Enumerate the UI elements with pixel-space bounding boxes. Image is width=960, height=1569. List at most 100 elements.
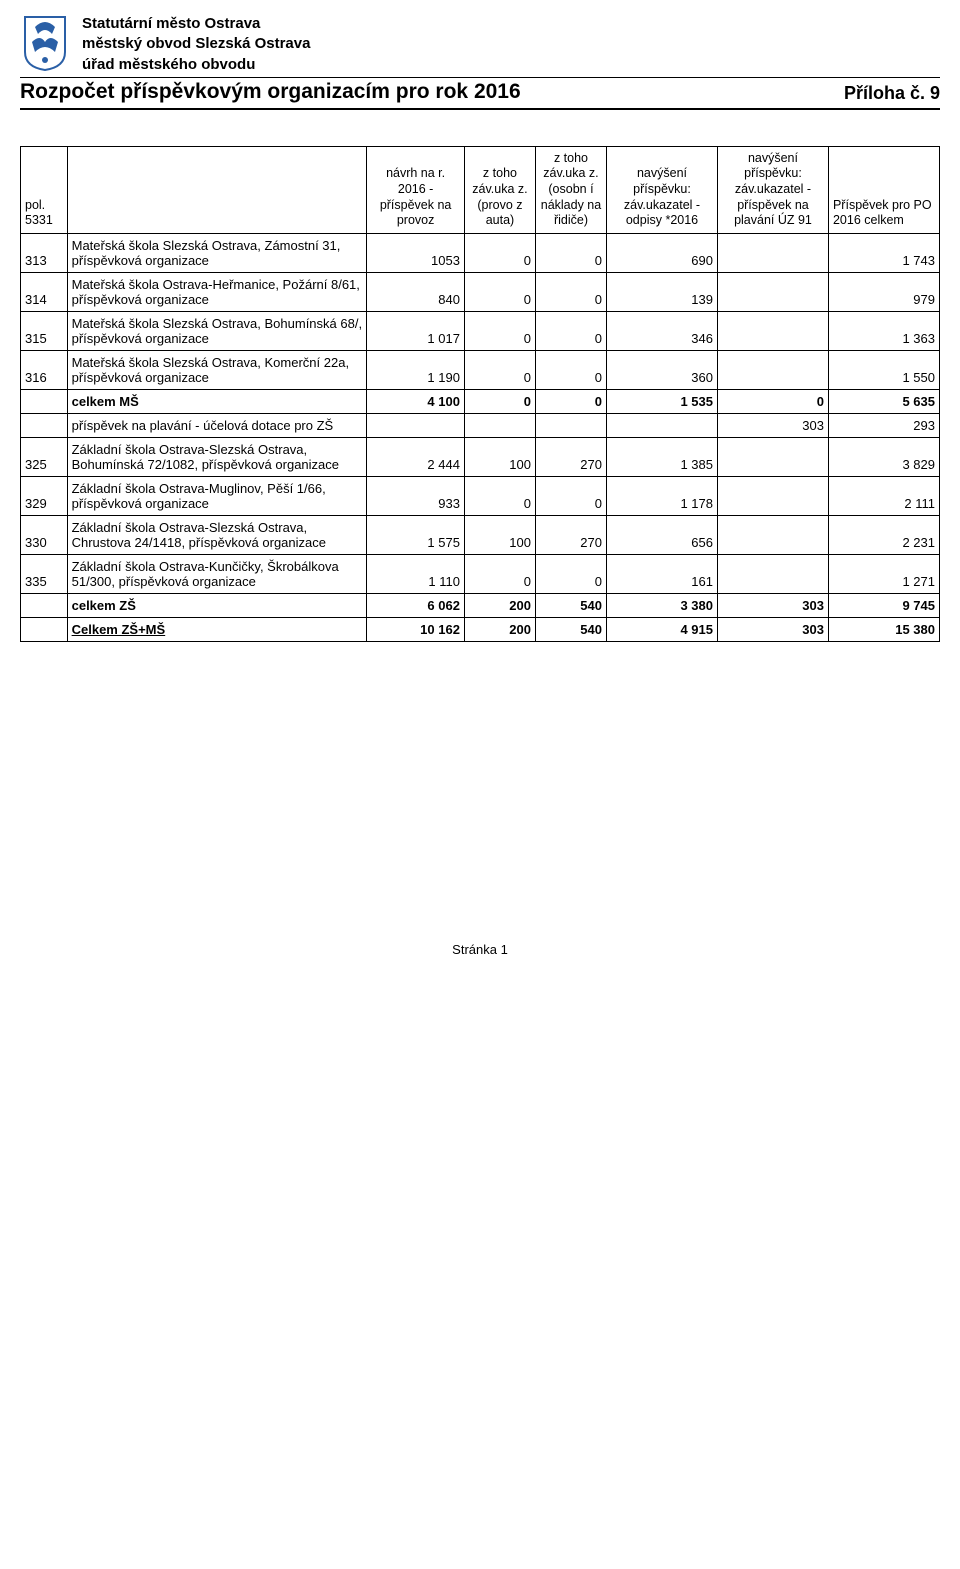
cell-value bbox=[717, 311, 828, 350]
table-row: 325Základní škola Ostrava-Slezská Ostrav… bbox=[21, 437, 940, 476]
cell-value bbox=[717, 272, 828, 311]
city-logo bbox=[20, 12, 70, 72]
cell-desc: celkem MŠ bbox=[67, 389, 367, 413]
header-district: městský obvod Slezská Ostrava bbox=[82, 34, 310, 54]
cell-value: 0 bbox=[464, 389, 535, 413]
cell-value: 1 363 bbox=[828, 311, 939, 350]
page: Statutární město Ostrava městský obvod S… bbox=[0, 0, 960, 997]
cell-id bbox=[21, 413, 68, 437]
cell-value bbox=[717, 350, 828, 389]
cell-value: 1 743 bbox=[828, 233, 939, 272]
cell-value: 6 062 bbox=[367, 593, 465, 617]
cell-desc: Celkem ZŠ+MŠ bbox=[67, 617, 367, 641]
budget-table: pol. 5331 návrh na r. 2016 - příspěvek n… bbox=[20, 146, 940, 642]
cell-id: 329 bbox=[21, 476, 68, 515]
cell-value: 0 bbox=[535, 554, 606, 593]
cell-value: 0 bbox=[535, 476, 606, 515]
cell-id: 316 bbox=[21, 350, 68, 389]
cell-desc: Základní škola Ostrava-Muglinov, Pěší 1/… bbox=[67, 476, 367, 515]
cell-value: 1 575 bbox=[367, 515, 465, 554]
cell-value: 139 bbox=[607, 272, 718, 311]
cell-value: 1 110 bbox=[367, 554, 465, 593]
cell-value: 0 bbox=[464, 476, 535, 515]
cell-value bbox=[717, 554, 828, 593]
cell-value bbox=[717, 476, 828, 515]
attachment-label: Příloha č. 9 bbox=[844, 83, 940, 104]
cell-value: 200 bbox=[464, 593, 535, 617]
table-row: 316Mateřská škola Slezská Ostrava, Komer… bbox=[21, 350, 940, 389]
cell-value: 0 bbox=[535, 350, 606, 389]
cell-desc: Mateřská škola Slezská Ostrava, Bohumíns… bbox=[67, 311, 367, 350]
cell-value: 540 bbox=[535, 593, 606, 617]
col-total: Příspěvek pro PO 2016 celkem bbox=[828, 146, 939, 233]
col-auto: z toho záv.uka z.(provo z auta) bbox=[464, 146, 535, 233]
cell-value: 1 550 bbox=[828, 350, 939, 389]
cell-value: 1 271 bbox=[828, 554, 939, 593]
table-row: 329Základní škola Ostrava-Muglinov, Pěší… bbox=[21, 476, 940, 515]
cell-value: 100 bbox=[464, 437, 535, 476]
cell-value bbox=[717, 233, 828, 272]
table-row: příspěvek na plavání - účelová dotace pr… bbox=[21, 413, 940, 437]
cell-id: 330 bbox=[21, 515, 68, 554]
cell-value: 3 829 bbox=[828, 437, 939, 476]
cell-value: 540 bbox=[535, 617, 606, 641]
cell-value: 933 bbox=[367, 476, 465, 515]
cell-value: 293 bbox=[828, 413, 939, 437]
cell-value: 1 535 bbox=[607, 389, 718, 413]
cell-value: 0 bbox=[464, 272, 535, 311]
table-row: 335Základní škola Ostrava-Kunčičky, Škro… bbox=[21, 554, 940, 593]
cell-desc: Mateřská škola Slezská Ostrava, Komerční… bbox=[67, 350, 367, 389]
cell-value bbox=[367, 413, 465, 437]
cell-value: 1 178 bbox=[607, 476, 718, 515]
cell-value: 9 745 bbox=[828, 593, 939, 617]
cell-value: 303 bbox=[717, 413, 828, 437]
cell-desc: Základní škola Ostrava-Slezská Ostrava, … bbox=[67, 515, 367, 554]
cell-desc: Mateřská škola Ostrava-Heřmanice, Požárn… bbox=[67, 272, 367, 311]
cell-value: 360 bbox=[607, 350, 718, 389]
cell-id bbox=[21, 617, 68, 641]
cell-desc: Mateřská škola Slezská Ostrava, Zámostní… bbox=[67, 233, 367, 272]
cell-value: 10 162 bbox=[367, 617, 465, 641]
col-pol: pol. 5331 bbox=[21, 146, 68, 233]
col-depreciation: navýšení příspěvku: záv.ukazatel - odpis… bbox=[607, 146, 718, 233]
cell-value: 100 bbox=[464, 515, 535, 554]
cell-value bbox=[464, 413, 535, 437]
cell-value bbox=[535, 413, 606, 437]
cell-value: 656 bbox=[607, 515, 718, 554]
header-office: úřad městského obvodu bbox=[82, 55, 310, 75]
table-row: 313Mateřská škola Slezská Ostrava, Zámos… bbox=[21, 233, 940, 272]
cell-value bbox=[607, 413, 718, 437]
cell-value bbox=[717, 515, 828, 554]
cell-value: 2 111 bbox=[828, 476, 939, 515]
cell-desc: Základní škola Ostrava-Kunčičky, Škrobál… bbox=[67, 554, 367, 593]
cell-value: 690 bbox=[607, 233, 718, 272]
cell-value: 840 bbox=[367, 272, 465, 311]
table-header: pol. 5331 návrh na r. 2016 - příspěvek n… bbox=[21, 146, 940, 233]
cell-value: 0 bbox=[464, 554, 535, 593]
cell-value: 4 915 bbox=[607, 617, 718, 641]
col-driver: z toho záv.uka z.(osobn í náklady na řid… bbox=[535, 146, 606, 233]
col-swimming: navýšení příspěvku: záv.ukazatel - přísp… bbox=[717, 146, 828, 233]
cell-value: 979 bbox=[828, 272, 939, 311]
cell-value: 303 bbox=[717, 617, 828, 641]
cell-value: 0 bbox=[464, 350, 535, 389]
cell-value: 1 190 bbox=[367, 350, 465, 389]
page-footer: Stránka 1 bbox=[20, 942, 940, 957]
col-proposal: návrh na r. 2016 - příspěvek na provoz bbox=[367, 146, 465, 233]
cell-value: 303 bbox=[717, 593, 828, 617]
cell-value: 161 bbox=[607, 554, 718, 593]
table-row: Celkem ZŠ+MŠ10 1622005404 91530315 380 bbox=[21, 617, 940, 641]
cell-id: 335 bbox=[21, 554, 68, 593]
cell-desc: Základní škola Ostrava-Slezská Ostrava, … bbox=[67, 437, 367, 476]
table-row: 315Mateřská škola Slezská Ostrava, Bohum… bbox=[21, 311, 940, 350]
document-title: Rozpočet příspěvkovým organizacím pro ro… bbox=[20, 80, 521, 104]
cell-value: 3 380 bbox=[607, 593, 718, 617]
title-row: Rozpočet příspěvkovým organizacím pro ro… bbox=[20, 77, 940, 110]
cell-value: 1 017 bbox=[367, 311, 465, 350]
cell-value: 0 bbox=[717, 389, 828, 413]
document-header: Statutární město Ostrava městský obvod S… bbox=[20, 12, 940, 75]
cell-value: 0 bbox=[464, 233, 535, 272]
cell-value: 270 bbox=[535, 515, 606, 554]
table-row: 314Mateřská škola Ostrava-Heřmanice, Pož… bbox=[21, 272, 940, 311]
table-row: celkem MŠ4 100001 53505 635 bbox=[21, 389, 940, 413]
